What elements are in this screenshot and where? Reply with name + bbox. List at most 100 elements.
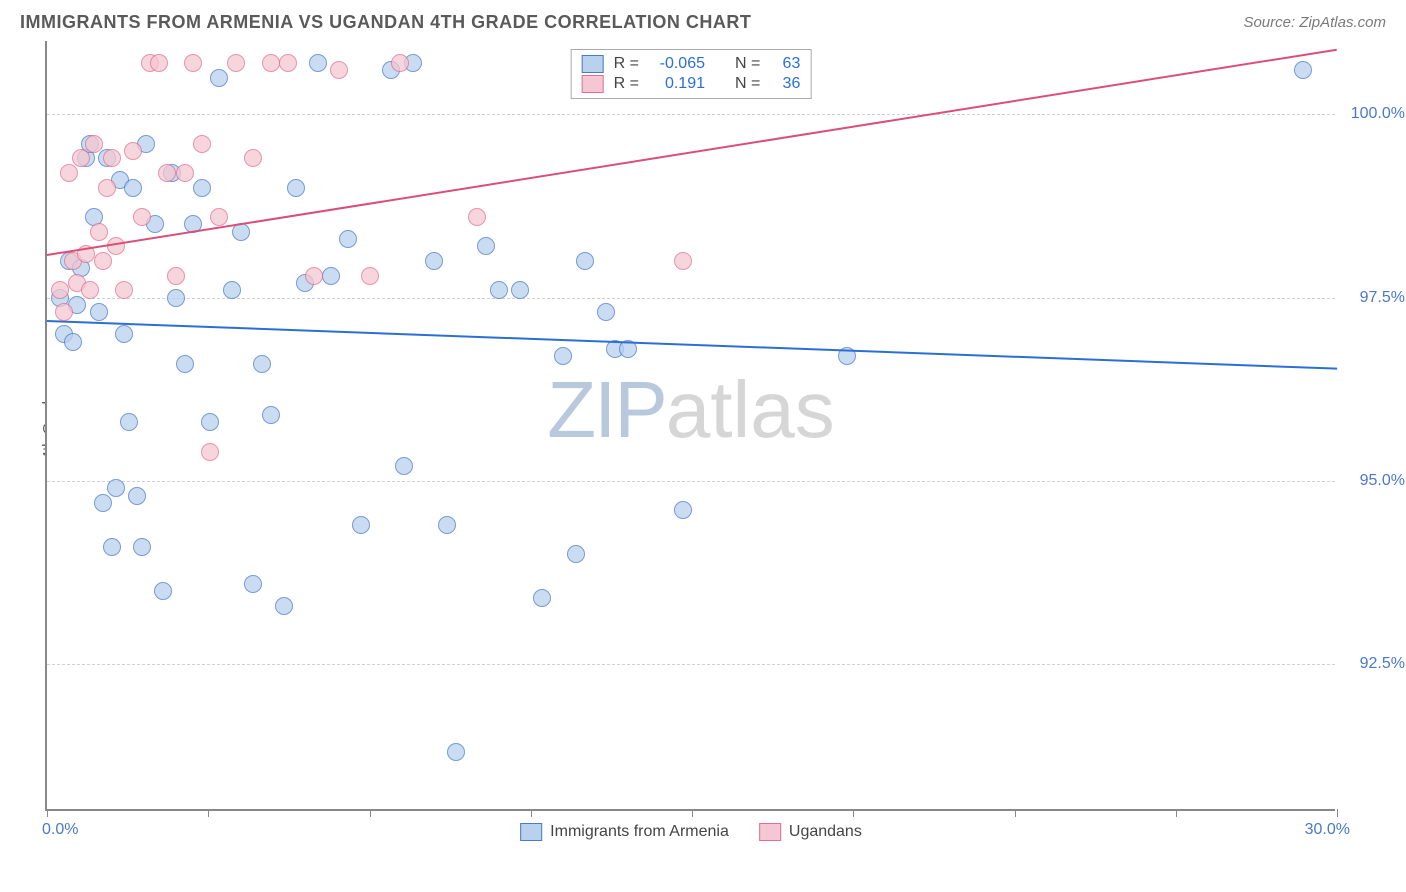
scatter-point-armenia <box>64 333 82 351</box>
scatter-point-armenia <box>167 289 185 307</box>
series-legend: Immigrants from Armenia Ugandans <box>520 823 862 841</box>
scatter-point-armenia <box>90 303 108 321</box>
gridline-h <box>47 114 1335 115</box>
stats-row-ugandan: R = 0.191 N = 36 <box>582 74 801 94</box>
scatter-point-ugandan <box>107 237 125 255</box>
scatter-point-ugandan <box>158 164 176 182</box>
x-tick <box>370 809 371 817</box>
scatter-point-armenia <box>244 575 262 593</box>
scatter-point-ugandan <box>193 135 211 153</box>
scatter-point-armenia <box>107 479 125 497</box>
n-value-armenia: 63 <box>770 55 800 73</box>
legend-label-ugandan: Ugandans <box>789 823 862 841</box>
x-min-label: 0.0% <box>42 821 78 839</box>
scatter-point-ugandan <box>330 61 348 79</box>
n-value-ugandan: 36 <box>770 75 800 93</box>
scatter-point-armenia <box>133 538 151 556</box>
scatter-point-armenia <box>576 252 594 270</box>
scatter-point-armenia <box>94 494 112 512</box>
scatter-point-armenia <box>120 413 138 431</box>
scatter-point-ugandan <box>72 149 90 167</box>
legend-swatch-ugandan <box>582 75 604 93</box>
scatter-point-armenia <box>223 281 241 299</box>
scatter-point-ugandan <box>94 252 112 270</box>
scatter-point-armenia <box>193 179 211 197</box>
watermark: ZIPatlas <box>547 364 834 456</box>
x-tick <box>692 809 693 817</box>
legend-item-armenia: Immigrants from Armenia <box>520 823 729 841</box>
scatter-point-ugandan <box>124 142 142 160</box>
legend-swatch-armenia <box>582 55 604 73</box>
scatter-point-ugandan <box>167 267 185 285</box>
stats-row-armenia: R = -0.065 N = 63 <box>582 54 801 74</box>
scatter-point-armenia <box>352 516 370 534</box>
y-tick-label: 95.0% <box>1360 472 1405 490</box>
source-attribution: Source: ZipAtlas.com <box>1243 14 1386 31</box>
scatter-point-armenia <box>490 281 508 299</box>
scatter-point-armenia <box>477 237 495 255</box>
scatter-point-ugandan <box>90 223 108 241</box>
scatter-point-ugandan <box>184 54 202 72</box>
gridline-h <box>47 298 1335 299</box>
x-tick <box>531 809 532 817</box>
chart-container: 4th Grade ZIPatlas R =-0.065N =63R =0.19… <box>45 41 1386 811</box>
scatter-point-ugandan <box>98 179 116 197</box>
x-tick <box>208 809 209 817</box>
legend-label-armenia: Immigrants from Armenia <box>550 823 729 841</box>
scatter-point-ugandan <box>674 252 692 270</box>
scatter-point-ugandan <box>176 164 194 182</box>
scatter-point-armenia <box>309 54 327 72</box>
scatter-point-ugandan <box>201 443 219 461</box>
x-max-label: 30.0% <box>1305 821 1350 839</box>
r-label: R = <box>614 75 639 93</box>
scatter-point-armenia <box>597 303 615 321</box>
scatter-point-ugandan <box>262 54 280 72</box>
x-tick <box>853 809 854 817</box>
scatter-point-armenia <box>124 179 142 197</box>
scatter-point-ugandan <box>468 208 486 226</box>
gridline-h <box>47 664 1335 665</box>
scatter-point-ugandan <box>51 281 69 299</box>
scatter-point-ugandan <box>391 54 409 72</box>
scatter-point-ugandan <box>227 54 245 72</box>
scatter-point-armenia <box>554 347 572 365</box>
scatter-point-ugandan <box>81 281 99 299</box>
n-label: N = <box>735 75 760 93</box>
r-value-ugandan: 0.191 <box>649 75 705 93</box>
scatter-point-ugandan <box>55 303 73 321</box>
scatter-point-armenia <box>395 457 413 475</box>
scatter-point-ugandan <box>210 208 228 226</box>
scatter-point-armenia <box>425 252 443 270</box>
r-value-armenia: -0.065 <box>649 55 705 73</box>
scatter-point-armenia <box>128 487 146 505</box>
scatter-point-armenia <box>674 501 692 519</box>
x-tick <box>1015 809 1016 817</box>
y-tick-label: 100.0% <box>1351 105 1405 123</box>
scatter-point-armenia <box>287 179 305 197</box>
scatter-point-armenia <box>447 743 465 761</box>
x-tick <box>1337 809 1338 817</box>
r-label: R = <box>614 55 639 73</box>
n-label: N = <box>735 55 760 73</box>
scatter-point-ugandan <box>150 54 168 72</box>
watermark-zip: ZIP <box>547 365 665 454</box>
scatter-point-armenia <box>201 413 219 431</box>
scatter-point-armenia <box>567 545 585 563</box>
y-tick-label: 92.5% <box>1360 655 1405 673</box>
legend-swatch-ugandan <box>759 823 781 841</box>
gridline-h <box>47 481 1335 482</box>
scatter-point-armenia <box>154 582 172 600</box>
scatter-point-armenia <box>322 267 340 285</box>
trend-line-armenia <box>47 320 1337 370</box>
scatter-point-armenia <box>438 516 456 534</box>
scatter-point-armenia <box>253 355 271 373</box>
watermark-atlas: atlas <box>666 365 835 454</box>
scatter-point-ugandan <box>60 164 78 182</box>
legend-swatch-armenia <box>520 823 542 841</box>
scatter-point-armenia <box>275 597 293 615</box>
scatter-point-ugandan <box>244 149 262 167</box>
scatter-point-armenia <box>176 355 194 373</box>
scatter-point-ugandan <box>103 149 121 167</box>
scatter-point-armenia <box>339 230 357 248</box>
chart-header: IMMIGRANTS FROM ARMENIA VS UGANDAN 4TH G… <box>0 0 1406 41</box>
